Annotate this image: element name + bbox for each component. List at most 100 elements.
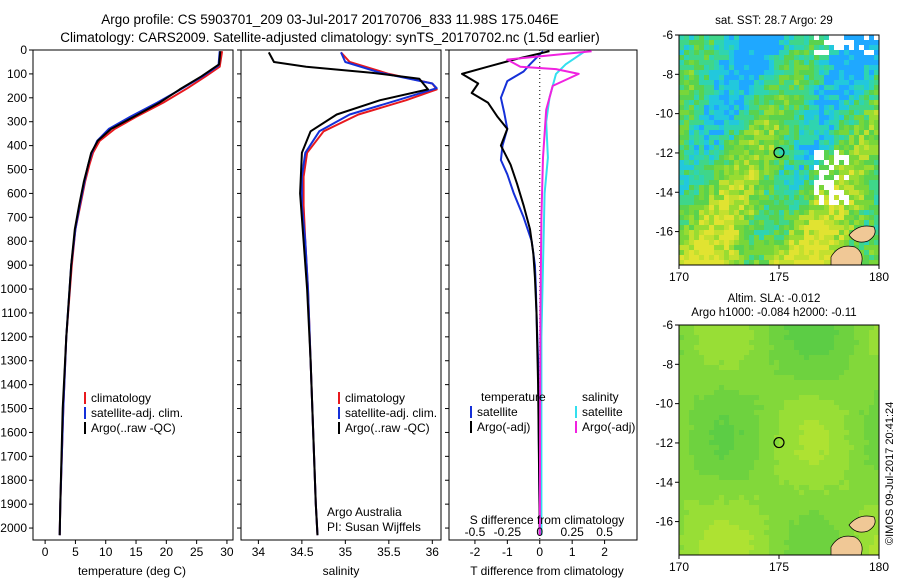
map-cell: [814, 210, 820, 216]
map-cell: [849, 425, 855, 431]
map-cell: [869, 250, 875, 256]
map-cell: [854, 80, 860, 86]
map-cell: [864, 190, 870, 196]
map-cell: [789, 45, 795, 51]
map-cell: [854, 490, 860, 496]
map-cell: [819, 215, 825, 221]
map-cell: [824, 380, 830, 386]
map-cell: [854, 465, 860, 471]
map-cell: [829, 500, 835, 506]
map-cell: [709, 190, 715, 196]
map-cell: [774, 225, 780, 231]
map-cell: [719, 100, 725, 106]
map-cell: [749, 530, 755, 536]
map-cell: [714, 255, 720, 261]
map-cell: [789, 195, 795, 201]
map-cell: [834, 180, 840, 186]
map-cell: [844, 190, 850, 196]
map-cell: [769, 460, 775, 466]
map-cell: [869, 65, 875, 71]
map-cell: [869, 425, 875, 431]
map-cell: [689, 65, 695, 71]
map-cell: [709, 65, 715, 71]
map-cell: [839, 430, 845, 436]
map-cell: [869, 160, 875, 166]
map-cell: [784, 125, 790, 131]
map-cell: [759, 475, 765, 481]
y-tick-label: 1600: [0, 425, 27, 439]
map-cell: [824, 185, 830, 191]
map-cell: [854, 60, 860, 66]
map-cell: [819, 170, 825, 176]
map-cell: [864, 100, 870, 106]
map-cell: [739, 185, 745, 191]
map-cell: [699, 215, 705, 221]
map-cell: [769, 135, 775, 141]
map-cell: [849, 55, 855, 61]
map-cell: [709, 470, 715, 476]
map-cell: [739, 155, 745, 161]
map-cell: [714, 365, 720, 371]
map-cell: [709, 445, 715, 451]
map-cell: [784, 175, 790, 181]
map-cell: [694, 345, 700, 351]
map-cell: [704, 340, 710, 346]
map-cell: [794, 45, 800, 51]
map-cell: [809, 165, 815, 171]
map-cell: [874, 440, 880, 446]
map-cell: [794, 165, 800, 171]
map-cell: [749, 505, 755, 511]
map-cell: [769, 425, 775, 431]
map-cell: [734, 405, 740, 411]
map-cell: [799, 255, 805, 261]
map-cell: [864, 155, 870, 161]
map-cell: [784, 185, 790, 191]
map-cell: [834, 445, 840, 451]
map-cell: [784, 515, 790, 521]
map-cell: [699, 105, 705, 111]
map-cell: [779, 395, 785, 401]
map-cell: [779, 210, 785, 216]
map-y-tick-label: -10: [656, 397, 674, 411]
map-cell: [854, 120, 860, 126]
map-cell: [839, 400, 845, 406]
map-cell: [734, 245, 740, 251]
map-cell: [789, 140, 795, 146]
map-cell: [724, 225, 730, 231]
series-line-satellite-adj-clim-: [58, 51, 221, 536]
map-cell: [734, 540, 740, 546]
map-cell: [704, 330, 710, 336]
map-cell: [759, 240, 765, 246]
map-cell: [819, 90, 825, 96]
map-cell: [734, 90, 740, 96]
map-cell: [714, 145, 720, 151]
map-cell: [789, 65, 795, 71]
map-cell: [689, 200, 695, 206]
map-cell: [729, 515, 735, 521]
map-cell: [859, 75, 865, 81]
map-cell: [689, 245, 695, 251]
map-cell: [749, 345, 755, 351]
map-cell: [739, 245, 745, 251]
map-cell: [704, 255, 710, 261]
map-cell: [719, 170, 725, 176]
map-cell: [804, 85, 810, 91]
map-cell: [844, 95, 850, 101]
map-cell: [764, 350, 770, 356]
map-cell: [749, 245, 755, 251]
map-cell: [694, 50, 700, 56]
map-cell: [869, 325, 875, 331]
map-cell: [719, 75, 725, 81]
map-cell: [859, 60, 865, 66]
map-cell: [699, 250, 705, 256]
map-cell: [864, 330, 870, 336]
map-cell: [859, 100, 865, 106]
map-cell: [729, 535, 735, 541]
map-y-tick-label: -8: [662, 67, 673, 81]
map-cell: [874, 350, 880, 356]
map-cell: [824, 95, 830, 101]
map-cell: [874, 480, 880, 486]
map-cell: [864, 45, 870, 51]
map-cell: [814, 140, 820, 146]
map-cell: [739, 90, 745, 96]
